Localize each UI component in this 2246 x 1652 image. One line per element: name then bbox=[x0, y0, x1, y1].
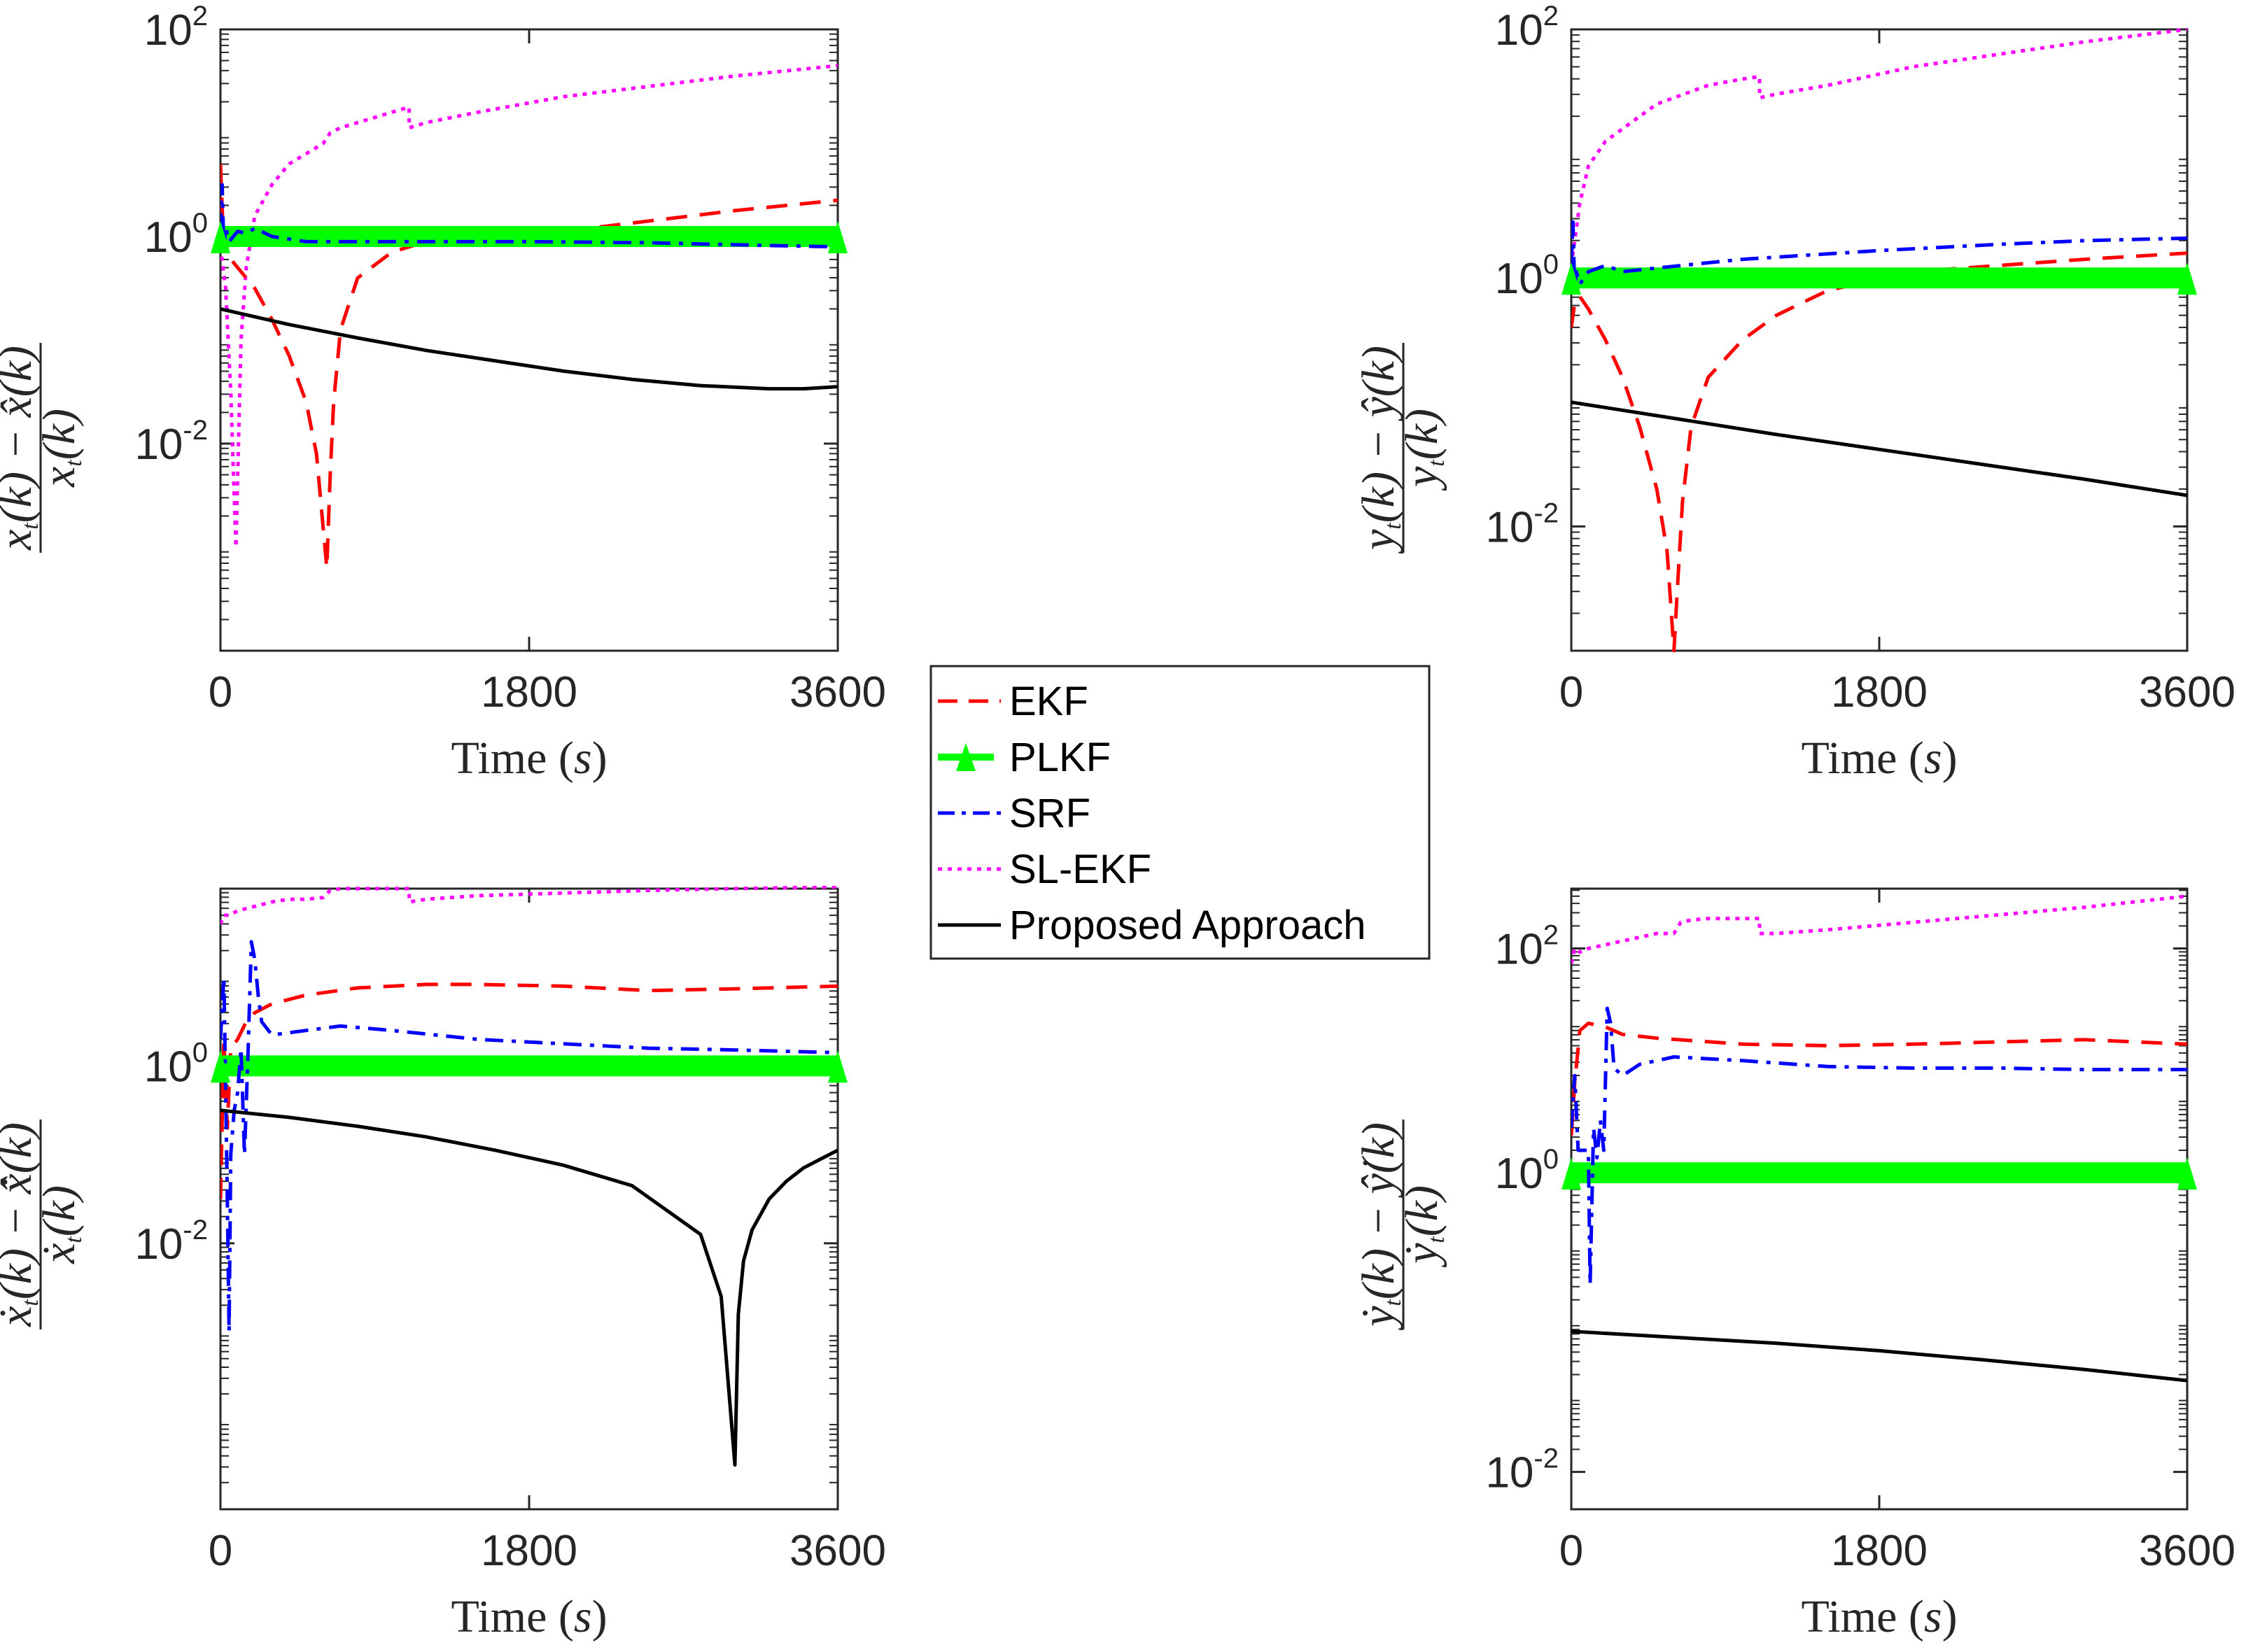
plkf-end-marker bbox=[828, 221, 848, 253]
legend: EKF PLKF SRF SL-EKF Proposed Approach bbox=[929, 665, 1431, 960]
xtick-label: 0 bbox=[209, 668, 232, 716]
legend-label-ekf: EKF bbox=[1009, 679, 1088, 724]
plkf-end-marker bbox=[2177, 1157, 2197, 1190]
series-line-srf bbox=[1571, 1006, 2187, 1287]
series-group bbox=[220, 64, 838, 570]
axes-frame bbox=[1570, 887, 2189, 1511]
series-line-proposed-approach bbox=[220, 307, 838, 391]
series-line-ekf bbox=[1571, 251, 2187, 653]
chart-top-right: 102 100 10-2 0 1800 3600 Time (s) yt(k) − ŷ(k)y… bbox=[1353, 1, 2236, 784]
ytick-label: 100 bbox=[144, 208, 208, 262]
plkf-start-marker bbox=[1561, 262, 1581, 295]
xtick-label: 3600 bbox=[2139, 1527, 2236, 1575]
series-line-sl-ekf bbox=[1571, 894, 2187, 964]
ytick-label: 10-2 bbox=[134, 415, 208, 469]
series-line-proposed-approach bbox=[220, 1108, 838, 1467]
xaxis-label: Time (s) bbox=[451, 1591, 607, 1642]
ytick-label: 10-2 bbox=[134, 1215, 208, 1269]
series-line-sl-ekf bbox=[220, 64, 838, 549]
ytick-label: 100 bbox=[1495, 1144, 1559, 1198]
series-group bbox=[1571, 894, 2187, 1383]
series-line-srf bbox=[220, 940, 838, 1334]
series-line-sl-ekf bbox=[220, 886, 838, 925]
series-group bbox=[1571, 27, 2187, 653]
series-line-ekf bbox=[220, 982, 838, 1199]
chart-top-left: 102 100 10-2 0 1800 3600 Time (s) xt(k) − x̂(k)… bbox=[0, 1, 886, 784]
svg-text:xt(k): xt(k) bbox=[34, 409, 87, 488]
svg-text:yt(k): yt(k) bbox=[1396, 409, 1450, 491]
svg-text:xt(k) − x̂(k): xt(k) − x̂(k) bbox=[0, 346, 43, 551]
svg-text:ẋt(k) − x̂̇(k): ẋt(k) − x̂̇(k) bbox=[0, 1122, 43, 1327]
chart-bottom-right-ylabel: ẏt(k) − ŷ̇(k)ẏt(k) bbox=[1353, 1120, 1450, 1331]
ytick-label: 102 bbox=[1495, 1, 1559, 55]
svg-text:ẋt(k): ẋt(k) bbox=[34, 1185, 87, 1264]
plkf-start-marker bbox=[211, 221, 230, 253]
axes-frame bbox=[219, 28, 839, 652]
ytick-label: 100 bbox=[1495, 249, 1559, 303]
plkf-start-marker bbox=[211, 1050, 230, 1083]
ytick-label: 100 bbox=[144, 1037, 208, 1091]
chart-top-left-ylabel: xt(k) − x̂(k)xt(k) bbox=[0, 343, 87, 553]
ytick-label: 102 bbox=[1495, 919, 1559, 973]
axes-frame bbox=[219, 887, 839, 1511]
legend-swatch-plkf bbox=[938, 743, 994, 771]
xtick-label: 0 bbox=[1559, 668, 1583, 716]
chart-bottom-left: 100 10-2 0 1800 3600 Time (s) ẋt(k) − x̂̇(k)ẋt… bbox=[0, 886, 886, 1642]
ytick-label: 102 bbox=[144, 1, 208, 55]
xtick-label: 1800 bbox=[481, 1527, 577, 1575]
legend-label-sl-ekf: SL-EKF bbox=[1009, 847, 1151, 892]
xaxis-label: Time (s) bbox=[1801, 1591, 1957, 1642]
svg-text:yt(k) − ŷ(k): yt(k) − ŷ(k) bbox=[1353, 346, 1406, 554]
xtick-label: 1800 bbox=[1831, 668, 1928, 716]
series-group bbox=[220, 886, 838, 1467]
axes-frame bbox=[1570, 28, 2189, 652]
svg-text:ẏt(k) − ŷ̇(k): ẏt(k) − ŷ̇(k) bbox=[1353, 1122, 1406, 1331]
series-line-ekf bbox=[1571, 1021, 2187, 1136]
xtick-label: 1800 bbox=[1831, 1527, 1928, 1575]
series-line-proposed-approach bbox=[1571, 400, 2187, 497]
xtick-label: 0 bbox=[209, 1527, 232, 1575]
xtick-label: 3600 bbox=[789, 1527, 886, 1575]
ytick-label: 10-2 bbox=[1485, 1443, 1559, 1497]
xaxis-label: Time (s) bbox=[1801, 733, 1957, 784]
chart-bottom-right: 102 100 10-20 1800 3600 Time (s) ẏt(k) − ŷ̇(k)… bbox=[1353, 887, 2236, 1642]
xtick-label: 3600 bbox=[789, 668, 886, 716]
plkf-start-marker bbox=[1561, 1157, 1581, 1190]
xtick-label: 0 bbox=[1559, 1527, 1583, 1575]
legend-label-srf: SRF bbox=[1009, 791, 1090, 836]
xtick-label: 1800 bbox=[481, 668, 577, 716]
chart-bottom-left-ylabel: ẋt(k) − x̂̇(k)ẋt(k) bbox=[0, 1120, 87, 1329]
legend-label-plkf: PLKF bbox=[1009, 735, 1111, 780]
plkf-end-marker bbox=[828, 1050, 848, 1083]
chart-top-right-ylabel: yt(k) − ŷ(k)yt(k) bbox=[1353, 343, 1450, 554]
xaxis-label: Time (s) bbox=[451, 733, 607, 784]
xtick-label: 3600 bbox=[2139, 668, 2236, 716]
series-line-sl-ekf bbox=[1571, 27, 2187, 266]
legend-box bbox=[929, 665, 1431, 960]
ytick-label: 10-2 bbox=[1485, 497, 1559, 551]
legend-label-proposed-approach: Proposed Approach bbox=[1009, 903, 1366, 948]
plkf-end-marker bbox=[2177, 262, 2197, 295]
svg-text:ẏt(k): ẏt(k) bbox=[1396, 1185, 1450, 1268]
series-line-proposed-approach bbox=[1571, 1329, 2187, 1383]
